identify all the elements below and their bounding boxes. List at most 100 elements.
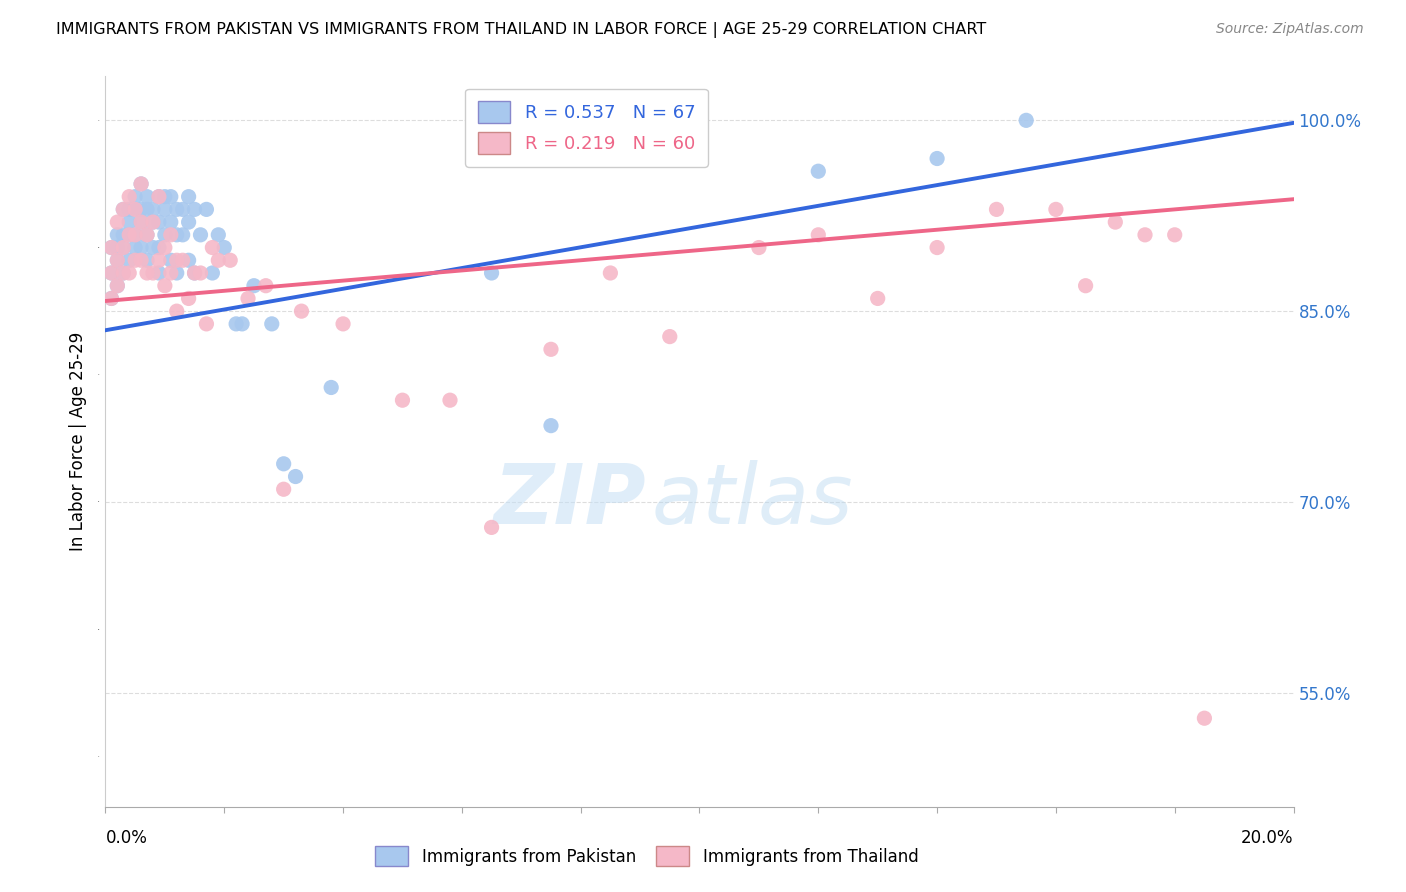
Point bbox=[166, 227, 188, 242]
Point bbox=[1104, 215, 1126, 229]
Point bbox=[254, 278, 277, 293]
Point bbox=[142, 202, 165, 217]
Point bbox=[153, 241, 176, 255]
Point bbox=[136, 227, 159, 242]
Point bbox=[136, 189, 159, 203]
Point bbox=[748, 241, 770, 255]
Point bbox=[153, 202, 176, 217]
Text: atlas: atlas bbox=[652, 459, 853, 541]
Point bbox=[105, 241, 128, 255]
Point bbox=[148, 241, 170, 255]
Point bbox=[142, 215, 165, 229]
Point bbox=[166, 266, 188, 280]
Point bbox=[100, 266, 122, 280]
Legend: R = 0.537   N = 67, R = 0.219   N = 60: R = 0.537 N = 67, R = 0.219 N = 60 bbox=[465, 88, 707, 167]
Point bbox=[118, 227, 141, 242]
Point bbox=[1133, 227, 1156, 242]
Text: ZIP: ZIP bbox=[494, 459, 645, 541]
Point bbox=[148, 253, 170, 268]
Point bbox=[1045, 202, 1067, 217]
Point bbox=[284, 469, 307, 483]
Text: IMMIGRANTS FROM PAKISTAN VS IMMIGRANTS FROM THAILAND IN LABOR FORCE | AGE 25-29 : IMMIGRANTS FROM PAKISTAN VS IMMIGRANTS F… bbox=[56, 22, 987, 38]
Point bbox=[183, 266, 205, 280]
Point bbox=[118, 202, 141, 217]
Point bbox=[159, 189, 181, 203]
Point bbox=[321, 380, 343, 394]
Point bbox=[118, 227, 141, 242]
Point bbox=[177, 215, 200, 229]
Text: Source: ZipAtlas.com: Source: ZipAtlas.com bbox=[1216, 22, 1364, 37]
Point bbox=[124, 202, 146, 217]
Point bbox=[159, 215, 181, 229]
Point bbox=[183, 266, 205, 280]
Point bbox=[105, 278, 128, 293]
Point bbox=[231, 317, 253, 331]
Point bbox=[129, 202, 152, 217]
Legend: Immigrants from Pakistan, Immigrants from Thailand: Immigrants from Pakistan, Immigrants fro… bbox=[367, 838, 927, 875]
Point bbox=[129, 177, 152, 191]
Point bbox=[273, 457, 295, 471]
Point bbox=[124, 189, 146, 203]
Point bbox=[136, 202, 159, 217]
Point bbox=[243, 278, 266, 293]
Point bbox=[183, 202, 205, 217]
Point bbox=[166, 304, 188, 318]
Point bbox=[129, 253, 152, 268]
Point bbox=[124, 227, 146, 242]
Point bbox=[159, 253, 181, 268]
Point bbox=[118, 189, 141, 203]
Text: 0.0%: 0.0% bbox=[105, 830, 148, 847]
Y-axis label: In Labor Force | Age 25-29: In Labor Force | Age 25-29 bbox=[69, 332, 87, 551]
Point bbox=[439, 393, 461, 408]
Point bbox=[105, 253, 128, 268]
Point bbox=[129, 177, 152, 191]
Point bbox=[1015, 113, 1038, 128]
Point bbox=[142, 266, 165, 280]
Point bbox=[136, 253, 159, 268]
Point bbox=[153, 227, 176, 242]
Point bbox=[599, 266, 621, 280]
Point bbox=[100, 241, 122, 255]
Point bbox=[142, 241, 165, 255]
Point bbox=[190, 266, 212, 280]
Point bbox=[124, 202, 146, 217]
Point bbox=[172, 227, 194, 242]
Point bbox=[481, 520, 503, 534]
Point bbox=[148, 189, 170, 203]
Point bbox=[112, 266, 135, 280]
Point bbox=[105, 278, 128, 293]
Point bbox=[290, 304, 312, 318]
Point bbox=[129, 215, 152, 229]
Point bbox=[112, 202, 135, 217]
Point bbox=[540, 343, 562, 357]
Point bbox=[148, 215, 170, 229]
Point bbox=[172, 253, 194, 268]
Point bbox=[159, 266, 181, 280]
Point bbox=[112, 266, 135, 280]
Point bbox=[201, 266, 224, 280]
Point bbox=[129, 215, 152, 229]
Point bbox=[219, 253, 242, 268]
Point bbox=[159, 227, 181, 242]
Point bbox=[136, 266, 159, 280]
Point bbox=[148, 189, 170, 203]
Point bbox=[866, 292, 889, 306]
Point bbox=[658, 329, 681, 343]
Point bbox=[112, 227, 135, 242]
Point bbox=[142, 215, 165, 229]
Point bbox=[153, 189, 176, 203]
Point bbox=[207, 227, 229, 242]
Point bbox=[166, 253, 188, 268]
Point bbox=[927, 241, 949, 255]
Point bbox=[1074, 278, 1097, 293]
Point bbox=[225, 317, 247, 331]
Point bbox=[124, 241, 146, 255]
Point bbox=[100, 292, 122, 306]
Point bbox=[332, 317, 354, 331]
Point bbox=[136, 227, 159, 242]
Point bbox=[118, 253, 141, 268]
Point bbox=[201, 241, 224, 255]
Point bbox=[112, 202, 135, 217]
Point bbox=[100, 241, 122, 255]
Point bbox=[807, 227, 830, 242]
